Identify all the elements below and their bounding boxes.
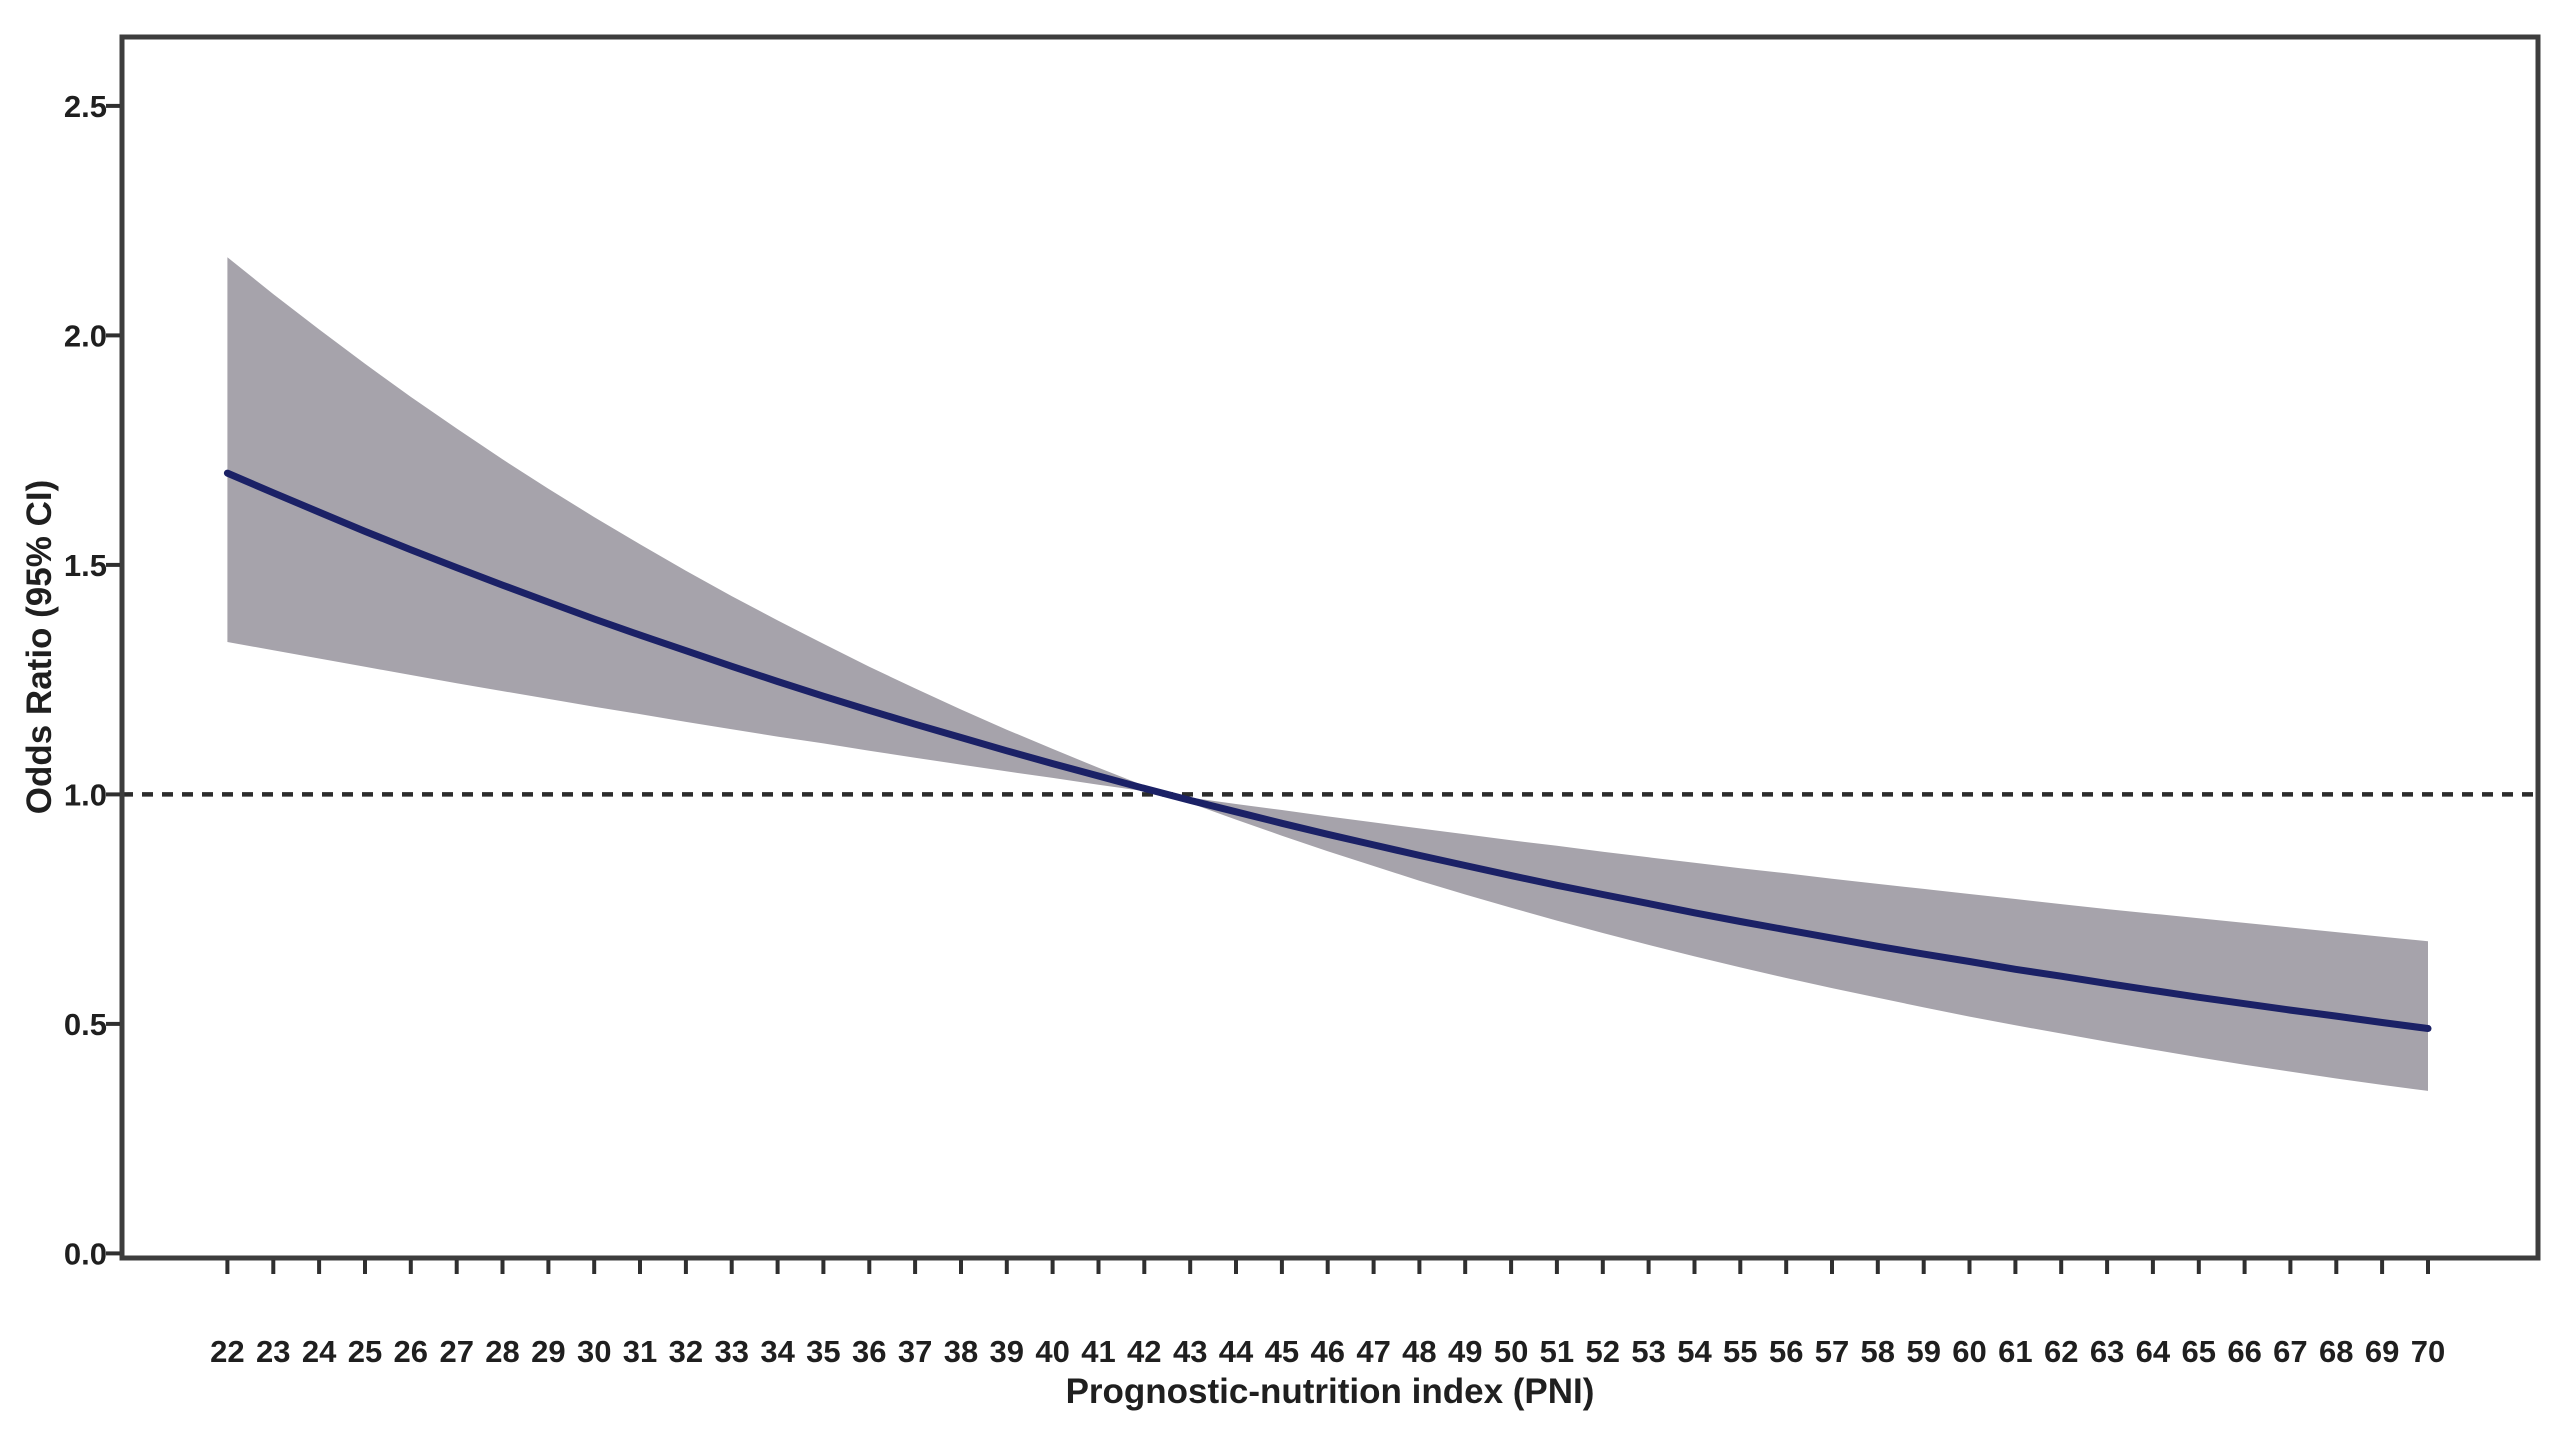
x-tick-label: 22 — [210, 1334, 244, 1369]
x-tick-label: 37 — [898, 1334, 932, 1369]
x-tick-label: 53 — [1631, 1334, 1665, 1369]
x-tick-label: 42 — [1127, 1334, 1161, 1369]
x-tick-label: 57 — [1815, 1334, 1849, 1369]
x-tick-label: 34 — [760, 1334, 795, 1369]
x-tick-label: 33 — [714, 1334, 748, 1369]
x-tick-label: 47 — [1356, 1334, 1390, 1369]
y-tick-label: 2.5 — [64, 89, 107, 124]
confidence-band-group — [227, 257, 2429, 1091]
x-tick-label: 65 — [2182, 1334, 2216, 1369]
x-tick-label: 30 — [577, 1334, 611, 1369]
x-tick-label: 39 — [990, 1334, 1024, 1369]
x-tick-label: 60 — [1952, 1334, 1986, 1369]
x-tick-label: 41 — [1081, 1334, 1115, 1369]
y-tick-label: 0.0 — [64, 1236, 107, 1271]
x-tick-label: 52 — [1586, 1334, 1620, 1369]
x-axis-ticks-group: 22 23 24 25 26 27 28 29 30 31 32 33 34 35 36 37 38 39 40 41… — [210, 1260, 2445, 1369]
x-tick-label: 68 — [2319, 1334, 2353, 1369]
x-tick-label: 67 — [2273, 1334, 2307, 1369]
x-tick-label: 45 — [1265, 1334, 1299, 1369]
x-tick-label: 59 — [1906, 1334, 1940, 1369]
confidence-band — [227, 257, 2429, 1091]
plot-frame — [119, 34, 2541, 1261]
y-tick-label: 0.5 — [64, 1007, 107, 1042]
x-tick-label: 23 — [256, 1334, 290, 1369]
x-tick-label: 50 — [1494, 1334, 1528, 1369]
x-tick-label: 28 — [485, 1334, 519, 1369]
plot-frame-group — [119, 34, 2541, 1261]
x-tick-label: 70 — [2411, 1334, 2445, 1369]
x-tick-label: 64 — [2136, 1334, 2171, 1369]
x-tick-label: 25 — [348, 1334, 382, 1369]
x-tick-label: 63 — [2090, 1334, 2124, 1369]
y-tick-label: 2.0 — [64, 318, 107, 353]
x-tick-label: 24 — [302, 1334, 337, 1369]
x-axis-title: Prognostic-nutrition index (PNI) — [1065, 1372, 1595, 1411]
x-tick-label: 32 — [669, 1334, 703, 1369]
odds-ratio-line-group — [223, 469, 2432, 1032]
x-tick-label: 29 — [531, 1334, 565, 1369]
x-tick-label: 44 — [1219, 1334, 1254, 1369]
x-tick-label: 38 — [944, 1334, 978, 1369]
x-tick-label: 36 — [852, 1334, 886, 1369]
x-tick-label: 49 — [1448, 1334, 1482, 1369]
x-tick-label: 55 — [1723, 1334, 1757, 1369]
y-axis-title: Odds Ratio (95% CI) — [20, 479, 59, 815]
x-tick-label: 61 — [1998, 1334, 2032, 1369]
x-tick-label: 46 — [1310, 1334, 1344, 1369]
x-tick-label: 48 — [1402, 1334, 1436, 1369]
y-tick-label: 1.5 — [64, 548, 107, 583]
y-axis-ticks-group: 0.0 0.5 1.0 1.5 2.0 2.5 — [64, 89, 120, 1271]
x-tick-label: 31 — [623, 1334, 657, 1369]
x-tick-label: 40 — [1035, 1334, 1069, 1369]
x-tick-label: 35 — [806, 1334, 840, 1369]
x-tick-label: 26 — [394, 1334, 428, 1369]
x-tick-label: 27 — [439, 1334, 473, 1369]
x-tick-label: 54 — [1677, 1334, 1712, 1369]
x-tick-label: 56 — [1769, 1334, 1803, 1369]
y-tick-label: 1.0 — [64, 777, 107, 812]
x-tick-label: 58 — [1861, 1334, 1895, 1369]
x-tick-label: 66 — [2227, 1334, 2261, 1369]
x-tick-label: 43 — [1173, 1334, 1207, 1369]
odds-ratio-line — [223, 469, 2432, 1032]
x-tick-label: 51 — [1540, 1334, 1574, 1369]
x-tick-label: 62 — [2044, 1334, 2078, 1369]
x-tick-label: 69 — [2365, 1334, 2399, 1369]
